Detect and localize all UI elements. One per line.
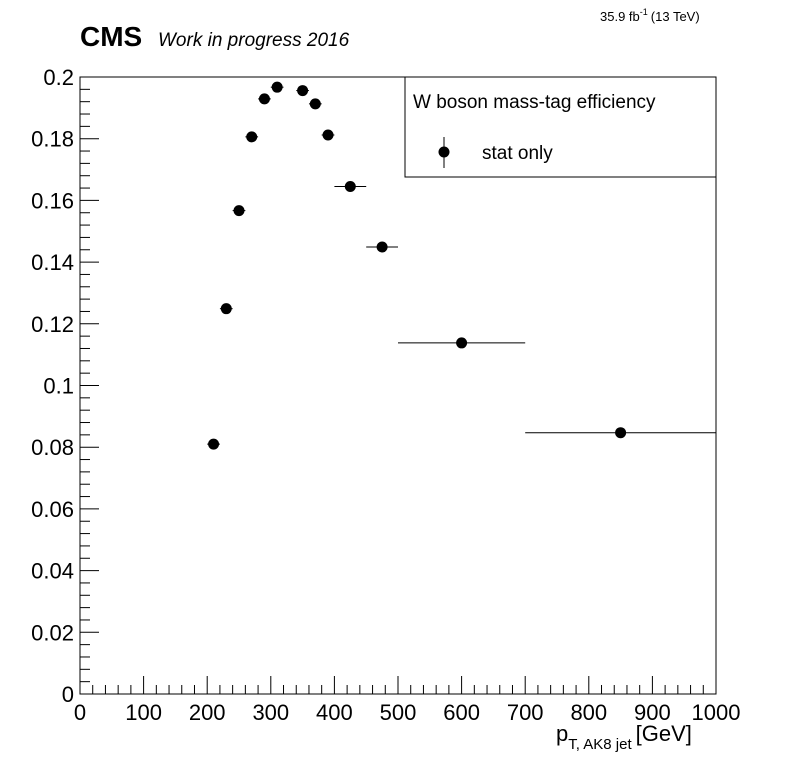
y-tick-label: 0.18 [31, 127, 74, 152]
legend-box [404, 76, 717, 178]
y-tick-label: 0.14 [31, 250, 74, 275]
data-point [246, 131, 258, 143]
x-axis-title-sub: T, AK8 jet [568, 736, 632, 753]
y-tick-label: 0.16 [31, 188, 74, 213]
y-tick-label: 0.2 [43, 65, 74, 90]
data-point [615, 427, 627, 439]
y-tick-label: 0 [62, 682, 74, 707]
data-point [220, 303, 232, 315]
x-tick-label: 300 [252, 700, 289, 725]
data-point [271, 81, 283, 93]
y-tick-label: 0.12 [31, 312, 74, 337]
x-tick-label: 200 [189, 700, 226, 725]
x-tick-label: 500 [380, 700, 417, 725]
x-tick-label: 0 [74, 700, 86, 725]
data-series [207, 81, 716, 450]
y-tick-label: 0.04 [31, 559, 74, 584]
y-tick-label: 0.08 [31, 435, 74, 460]
lumi-value: 35.9 fb [600, 9, 640, 24]
axis-ticks [79, 76, 717, 695]
data-point [456, 337, 468, 349]
x-tick-label: 700 [507, 700, 544, 725]
lumi-label: 35.9 fb-1 (13 TeV) [600, 7, 700, 24]
energy-label: (13 TeV) [651, 9, 700, 24]
data-point [233, 205, 245, 217]
y-tick-label: 0.1 [43, 374, 74, 399]
data-point [258, 93, 270, 105]
x-tick-label: 800 [570, 700, 607, 725]
data-point [322, 129, 334, 141]
data-point [376, 241, 388, 253]
data-point [208, 438, 220, 450]
lumi-exponent: -1 [640, 7, 648, 17]
x-axis-title: pT, AK8 jet [GeV] [556, 721, 692, 753]
x-tick-label: 900 [634, 700, 671, 725]
status-label: Work in progress 2016 [158, 30, 350, 51]
legend: W boson mass-tag efficiency stat only [404, 76, 717, 178]
data-point [309, 98, 321, 110]
x-tick-label: 400 [316, 700, 353, 725]
experiment-label: CMS [80, 21, 142, 52]
x-axis-title-main: p [556, 721, 568, 746]
data-point [344, 181, 356, 193]
data-point [297, 85, 309, 97]
x-tick-label: 100 [125, 700, 162, 725]
y-tick-label: 0.02 [31, 620, 74, 645]
legend-title: W boson mass-tag efficiency [413, 92, 656, 113]
x-axis-title-unit: [GeV] [636, 721, 692, 746]
axis-tick-labels: 0 100 200 300 400 500 600 700 800 900 1000 0 0.02 0.0… [31, 65, 740, 725]
legend-marker [438, 146, 450, 158]
legend-entry-stat-only: stat only [482, 143, 553, 164]
x-tick-label: 1000 [692, 700, 741, 725]
y-tick-label: 0.06 [31, 497, 74, 522]
x-tick-label: 600 [443, 700, 480, 725]
